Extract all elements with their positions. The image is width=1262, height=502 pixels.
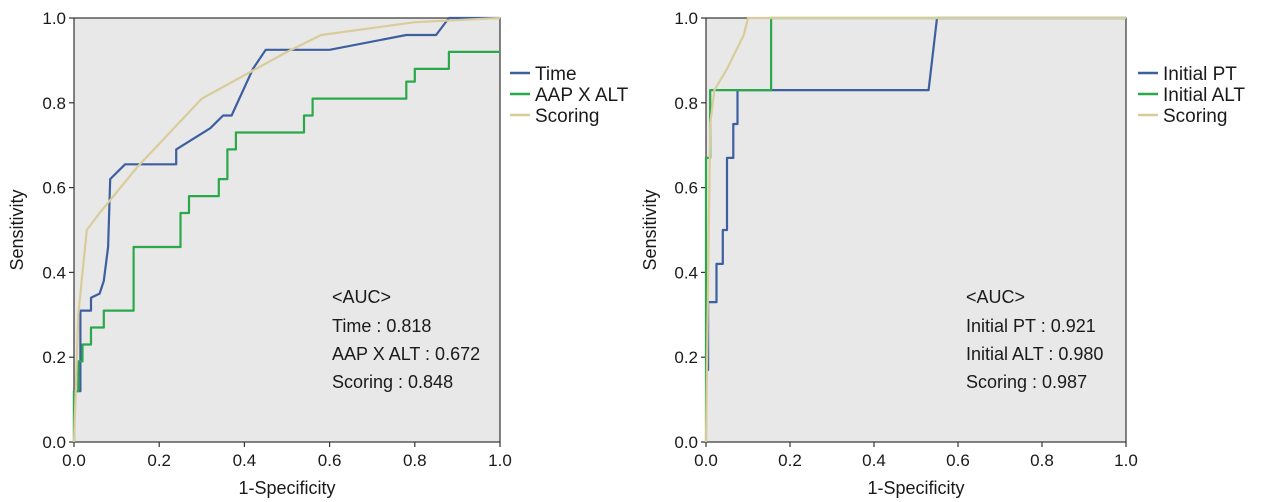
- right-y-tick-label: 0.8: [674, 94, 698, 113]
- left-y-tick-label: 0.8: [42, 94, 66, 113]
- right-x-tick-label: 0.6: [946, 451, 970, 470]
- legend-label-initial-pt: Initial PT: [1163, 64, 1237, 85]
- right-auc-heading: <AUC>: [966, 287, 1025, 307]
- left-series-line-time: [72, 16, 500, 442]
- right-x-tick-label: 0.0: [694, 451, 718, 470]
- left-plot-area: [73, 17, 501, 443]
- left-y-tick-label: 1.0: [42, 9, 66, 28]
- right-legend: Initial PT Initial ALT Scoring: [1138, 64, 1245, 127]
- right-y-tick-label: 0.4: [674, 263, 698, 282]
- legend-label-scoring: Scoring: [535, 106, 599, 127]
- legend-label-scoring: Scoring: [1163, 106, 1227, 127]
- right-auc-line: Initial ALT : 0.980: [966, 344, 1103, 364]
- left-x-tick-label: 0.2: [147, 451, 171, 470]
- right-y-tick-label: 1.0: [674, 9, 698, 28]
- left-x-tick-label: 0.8: [403, 451, 427, 470]
- right-roc-chart: 0.0 0.2 0.4 0.6 0.8 1.0 0.0 0.2 0.4 0.6 0.8 1.0 1-S…: [640, 9, 1245, 498]
- left-y-tick-label: 0.4: [42, 263, 66, 282]
- right-y-tick-label: 0.6: [674, 179, 698, 198]
- legend-label-aap-x-alt: AAP X ALT: [535, 85, 629, 106]
- right-auc-annotation: <AUC> Initial PT : 0.921 Initial ALT : 0…: [966, 287, 1103, 392]
- right-y-tick-label: 0.2: [674, 348, 698, 367]
- right-y-tick-label: 0.0: [674, 433, 698, 452]
- left-series-lines: [72, 16, 501, 443]
- left-y-tick-label: 0.2: [42, 348, 66, 367]
- left-x-tick-label: 1.0: [488, 451, 512, 470]
- right-axis-ticks: 0.0 0.2 0.4 0.6 0.8 1.0 0.0 0.2 0.4 0.6 0.8 1.0: [674, 9, 1137, 470]
- left-y-axis-title: Sensitivity: [7, 189, 27, 270]
- right-auc-line: Initial PT : 0.921: [966, 316, 1096, 336]
- legend-label-time: Time: [535, 64, 577, 85]
- left-y-tick-label: 0.0: [42, 433, 66, 452]
- left-auc-annotation: <AUC> Time : 0.818 AAP X ALT : 0.672 Sco…: [332, 287, 480, 392]
- left-legend: Time AAP X ALT Scoring: [510, 64, 629, 127]
- left-x-tick-label: 0.0: [62, 451, 86, 470]
- right-auc-line: Scoring : 0.987: [966, 372, 1087, 392]
- left-x-tick-label: 0.6: [318, 451, 342, 470]
- left-auc-line: AAP X ALT : 0.672: [332, 344, 480, 364]
- left-x-tick-label: 0.4: [233, 451, 257, 470]
- left-series-line-scoring: [72, 16, 501, 443]
- left-auc-line: Time : 0.818: [332, 316, 431, 336]
- right-series-line-initial-pt: [706, 16, 1126, 371]
- left-roc-chart: 0.0 0.2 0.4 0.6 0.8 1.0 0.0 0.2 0.4 0.6 0.8 1.0 1-S…: [7, 9, 629, 498]
- left-auc-heading: <AUC>: [332, 287, 391, 307]
- left-axis-ticks: 0.0 0.2 0.4 0.6 0.8 1.0 0.0 0.2 0.4 0.6 0.8 1.0: [42, 9, 511, 470]
- left-series-line-aap-x-alt: [72, 50, 500, 442]
- right-series-line-scoring: [704, 16, 1126, 443]
- right-x-tick-label: 0.2: [778, 451, 802, 470]
- right-x-tick-label: 1.0: [1114, 451, 1138, 470]
- left-x-axis-title: 1-Specificity: [238, 478, 335, 498]
- right-x-tick-label: 0.8: [1030, 451, 1054, 470]
- left-auc-line: Scoring : 0.848: [332, 372, 453, 392]
- right-plot-area: [705, 17, 1127, 443]
- left-y-tick-label: 0.6: [42, 179, 66, 198]
- right-x-tick-label: 0.4: [862, 451, 886, 470]
- legend-label-initial-alt: Initial ALT: [1163, 85, 1245, 106]
- right-series-lines: [704, 16, 1126, 443]
- right-y-axis-title: Sensitivity: [640, 189, 660, 270]
- right-x-axis-title: 1-Specificity: [867, 478, 964, 498]
